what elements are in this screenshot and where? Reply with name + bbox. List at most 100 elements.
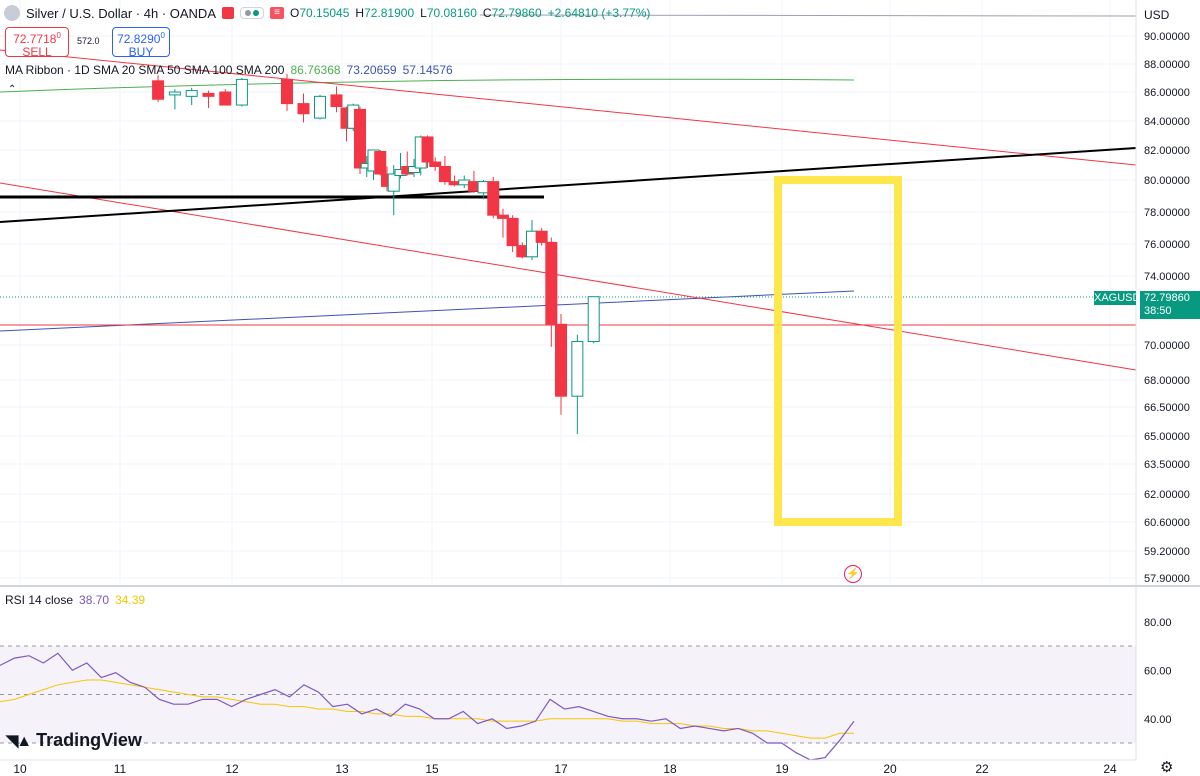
price-tick-label: 84.00000 <box>1144 116 1190 128</box>
sma-line-1 <box>0 78 855 93</box>
time-tick-label: 12 <box>225 762 239 776</box>
candle-body <box>525 230 538 258</box>
sell-label: SELL <box>22 45 52 59</box>
candle-body <box>506 217 519 247</box>
price-tick-label: 78.00000 <box>1144 207 1190 219</box>
ma-ribbon-label: MA Ribbon · 1D SMA 20 SMA 50 SMA 100 SMA… <box>5 63 285 77</box>
rsi-legend[interactable]: RSI 14 close 38.70 34.39 <box>5 593 145 607</box>
tradingview-logo[interactable]: ◥▲ TradingView <box>6 730 142 751</box>
ma-ribbon-legend[interactable]: MA Ribbon · 1D SMA 20 SMA 50 SMA 100 SMA… <box>5 63 453 77</box>
price-tick-label: 57.90000 <box>1144 573 1190 585</box>
time-tick-label: 15 <box>425 762 439 776</box>
collapse-legend-icon[interactable]: ⌃ <box>8 84 17 95</box>
support-trend-line <box>0 147 1137 223</box>
ohlc-values: O70.15045 H72.81900 L70.08160 C72.79860 … <box>290 6 650 20</box>
candle-body <box>235 78 248 106</box>
price-tick-label: 76.00000 <box>1144 239 1190 251</box>
flag-icon[interactable] <box>222 7 234 19</box>
price-tick-label: 90.00000 <box>1144 31 1190 43</box>
time-tick-label: 17 <box>554 762 568 776</box>
gear-icon[interactable]: ⚙ <box>1160 759 1174 776</box>
price-tick-label: 60.60000 <box>1144 517 1190 529</box>
sell-price-superscript: 0 <box>56 31 61 40</box>
silver-symbol-icon <box>4 5 20 21</box>
close-value: 72.79860 <box>491 6 542 20</box>
highlight-box[interactable] <box>774 176 902 526</box>
currency-label[interactable]: USD <box>1144 8 1170 22</box>
candle-body <box>429 161 442 167</box>
candle-body <box>555 323 567 397</box>
candle-body <box>387 173 400 192</box>
high-label: H <box>355 6 365 20</box>
buy-price: 72.8290 <box>117 32 161 46</box>
rsi-line <box>0 652 855 761</box>
price-tick-label: 80.00000 <box>1144 175 1190 187</box>
symbol-tag: XAGUSD <box>1094 291 1141 305</box>
candle-body <box>421 136 434 163</box>
candle-body <box>571 341 584 397</box>
time-tick-label: 13 <box>335 762 349 776</box>
sma-line-2 <box>0 290 855 332</box>
market-status-icon[interactable] <box>240 7 264 19</box>
buy-label: BUY <box>128 45 154 59</box>
trend-lines <box>0 14 1137 371</box>
tradingview-logo-icon: ◥▲ <box>6 732 32 750</box>
buy-button[interactable]: 72.82900 BUY <box>112 27 170 59</box>
sell-button[interactable]: 72.77180 SELL <box>5 27 69 59</box>
buy-price-superscript: 0 <box>160 31 165 40</box>
rsi-value: 38.70 <box>79 593 110 607</box>
candle-body <box>354 108 366 169</box>
spread-value: 572.0 <box>77 36 100 46</box>
candle-body <box>535 230 548 243</box>
status-dot-icon <box>245 10 251 16</box>
last-price: 72.79860 <box>1144 292 1190 304</box>
candle-body <box>496 214 509 219</box>
top-guide-line <box>479 14 1137 17</box>
price-tick-label: 65.00000 <box>1144 431 1190 443</box>
time-tick-label: 20 <box>883 762 897 776</box>
time-tick-label: 22 <box>975 762 989 776</box>
time-tick-label: 10 <box>13 762 27 776</box>
price-tick-label: 62.00000 <box>1144 489 1190 501</box>
candle-body <box>374 151 387 175</box>
rsi-label: RSI 14 close <box>5 593 74 607</box>
symbol-title[interactable]: Silver / U.S. Dollar · 4h · OANDA <box>26 5 216 21</box>
candle-body <box>185 90 198 97</box>
candle-body <box>314 95 326 119</box>
logo-text: TradingView <box>36 730 142 750</box>
rsi-tick-label: 40.00 <box>1144 714 1172 726</box>
rsi-ma-value: 34.39 <box>115 593 146 607</box>
flash-icon[interactable]: ⚡ <box>844 565 862 583</box>
candle-body <box>281 78 293 105</box>
open-label: O <box>290 6 300 20</box>
candles <box>152 73 600 435</box>
candle-body <box>297 103 310 115</box>
price-axis[interactable]: 90.00000 88.00000 86.00000 84.00000 82.00000… <box>1144 31 1190 585</box>
rsi-pane <box>0 645 1136 761</box>
price-tick-label: 82.00000 <box>1144 145 1190 157</box>
upper-channel-line <box>0 49 1137 166</box>
candle-body <box>152 80 165 100</box>
ma-ribbon-lines <box>0 78 1136 332</box>
ma-ribbon-value-1: 86.76368 <box>290 63 341 77</box>
open-value: 70.15045 <box>299 6 350 20</box>
equals-icon[interactable]: ≡ <box>270 7 284 19</box>
candle-body <box>587 296 600 343</box>
status-dot-icon <box>253 10 259 16</box>
price-tick-label: 88.00000 <box>1144 59 1190 71</box>
rsi-tick-label: 60.00 <box>1144 665 1172 677</box>
price-grid <box>0 0 1136 586</box>
time-tick-label: 18 <box>663 762 677 776</box>
candle-body <box>168 91 181 96</box>
sell-price: 72.7718 <box>13 32 57 46</box>
close-label: C <box>482 6 492 20</box>
low-value: 70.08160 <box>426 6 477 20</box>
bar-countdown: 38:50 <box>1144 305 1172 317</box>
rsi-axis: 80.00 60.00 40.00 <box>1144 617 1172 726</box>
time-axis[interactable]: 10 11 12 13 15 17 18 19 20 22 24 <box>13 762 1117 776</box>
candle-body <box>202 92 215 97</box>
ma-ribbon-value-3: 57.14576 <box>402 63 453 77</box>
price-tick-label: 59.20000 <box>1144 546 1190 558</box>
price-tick-label: 68.00000 <box>1144 375 1190 387</box>
